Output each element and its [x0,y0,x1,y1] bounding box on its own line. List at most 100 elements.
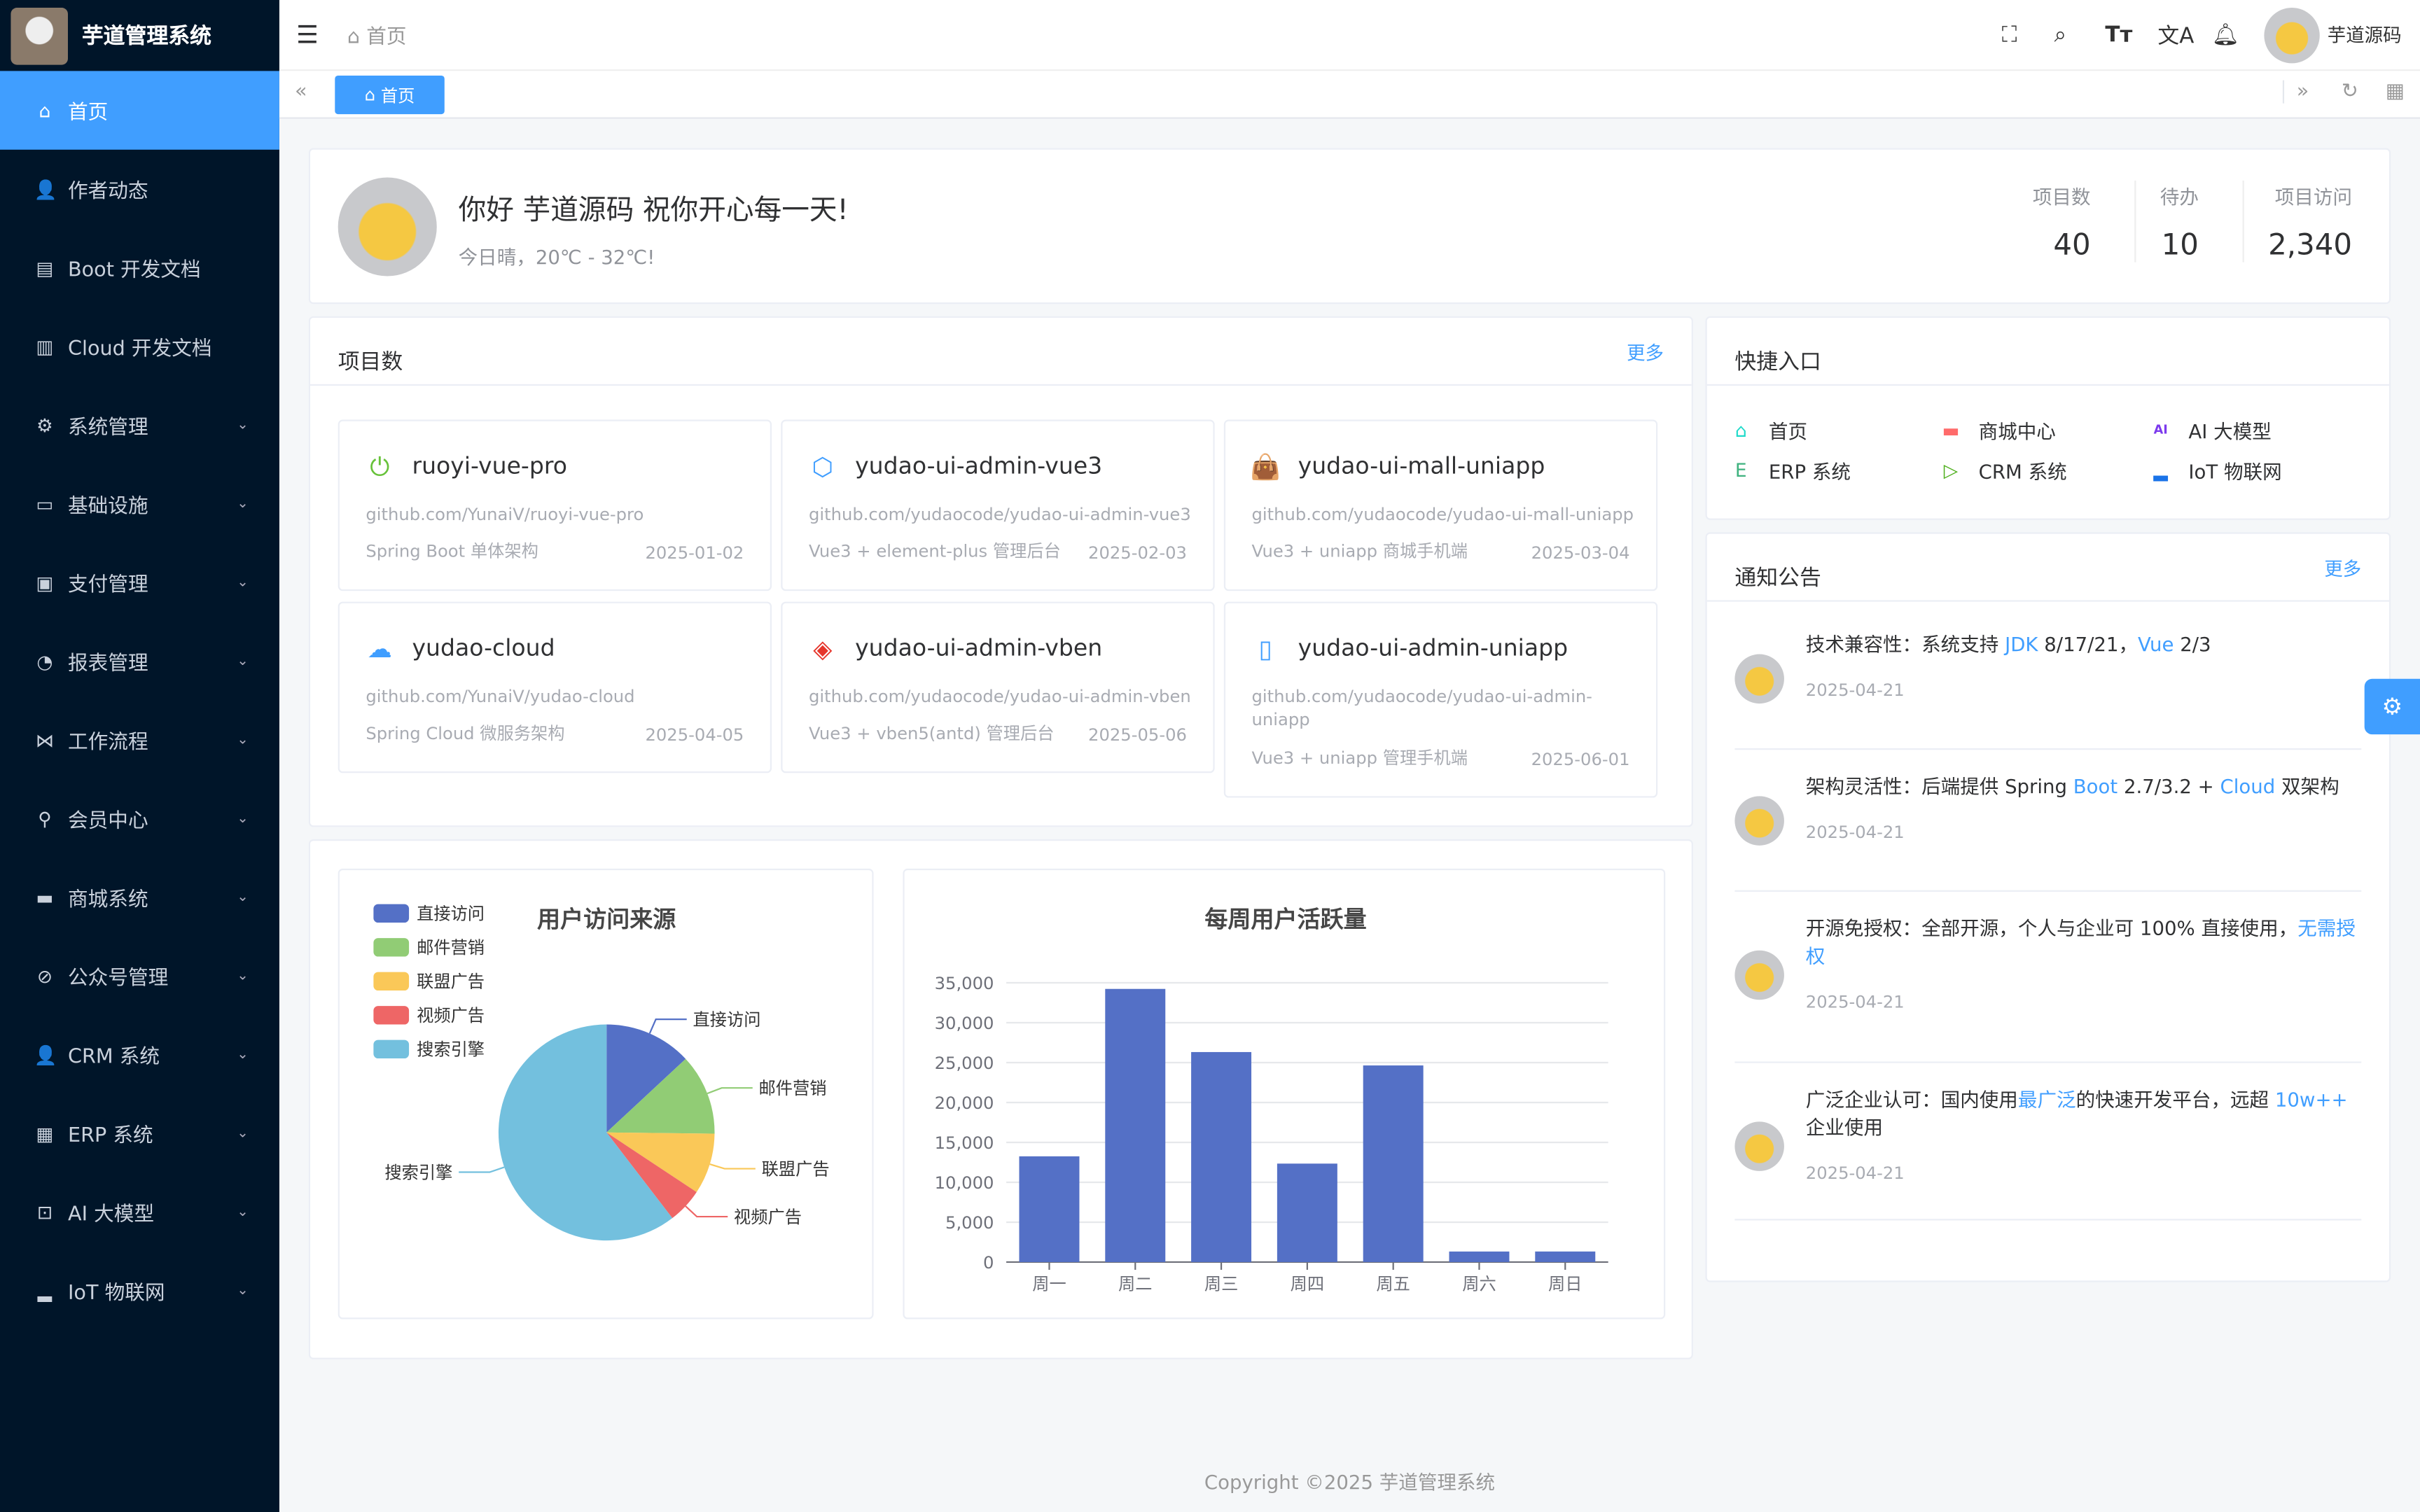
legend-label[interactable]: 视频广告 [417,1005,485,1026]
project-card[interactable]: ⏻ ruoyi-vue-pro github.com/YunaiV/ruoyi-vu… [338,419,772,592]
legend-label[interactable]: 直接访问 [417,904,485,924]
weather: 今日晴，20℃ - 32℃! [458,245,655,269]
project-url[interactable]: github.com/YunaiV/ruoyi-vue-pro [366,504,644,525]
shortcut-item[interactable]: AI AI 大模型 [2150,415,2272,444]
pie-slice[interactable] [606,1132,715,1192]
avatar [1734,1121,1784,1171]
sidebar-item[interactable]: ▬ 商城系统 ⌄ [0,858,279,936]
bar[interactable] [1277,1163,1337,1262]
project-url[interactable]: github.com/yudaocode/yudao-ui-admin-vue3 [808,504,1191,525]
font-size-icon[interactable]: Tт [2105,22,2133,48]
breadcrumb-item[interactable]: 首页 [366,26,407,50]
y-tick-label: 5,000 [945,1212,994,1233]
notice-link[interactable]: Boot [2073,774,2118,798]
notice-link[interactable]: Vue [2138,632,2174,656]
fullscreen-icon[interactable]: ⛶ [2001,22,2017,48]
projects-more-link[interactable]: 更多 [1627,342,1664,365]
grid-icon[interactable]: ▦ [2385,80,2405,104]
bar[interactable] [1363,1065,1424,1262]
sidebar-item[interactable]: ▂ IoT 物联网 ⌄ [0,1252,279,1330]
sidebar-item[interactable]: ▭ 基础设施 ⌄ [0,464,279,542]
notice-link[interactable]: JDK [2005,632,2038,656]
chevron-down-icon: ⌄ [237,1204,249,1220]
project-card[interactable]: ☁ yudao-cloud github.com/YunaiV/yudao-clou… [338,601,772,774]
sidebar-item[interactable]: ⊘ 公众号管理 ⌄ [0,937,279,1015]
sidebar-item[interactable]: ▣ 支付管理 ⌄ [0,543,279,622]
notice-item[interactable]: 架构灵活性：后端提供 Spring Boot 2.7/3.2 + Cloud 双… [1734,750,2362,892]
shortcut-item[interactable]: E ERP 系统 [1730,455,1851,484]
notice-link[interactable]: 最广泛 [2017,1087,2076,1111]
notice-link[interactable]: 10w++ [2274,1087,2348,1111]
sidebar-item[interactable]: ▦ ERP 系统 ⌄ [0,1094,279,1172]
project-url[interactable]: github.com/YunaiV/yudao-cloud [366,686,635,707]
legend-label[interactable]: 邮件营销 [417,937,485,958]
bar[interactable] [1019,1156,1080,1262]
pie-slice[interactable] [498,1024,673,1241]
chevron-down-icon: ⌄ [237,1125,249,1141]
sidebar-item[interactable]: ▥ Cloud 开发文档 [0,307,279,386]
pie-chart-icon: ◔ [36,650,53,672]
project-card[interactable]: ▯ yudao-ui-admin-uniapp github.com/yudaoco… [1223,601,1658,798]
sidebar-item[interactable]: ⚲ 会员中心 ⌄ [0,779,279,858]
project-card[interactable]: 👜 yudao-ui-mall-uniapp github.com/yudaocod… [1223,419,1658,592]
shortcut-item[interactable]: ▬ 商城中心 [1940,415,2055,444]
search-icon[interactable]: ⌕ [2054,22,2066,48]
notices-more-link[interactable]: 更多 [2324,558,2362,580]
legend-label[interactable]: 搜索引擎 [417,1040,485,1060]
project-date: 2025-04-05 [645,724,744,746]
project-date: 2025-01-02 [645,542,744,564]
stat-label: 待办 [2160,185,2199,209]
sidebar-item[interactable]: ⌂ 首页 [0,71,279,150]
project-url[interactable]: github.com/yudaocode/yudao-ui-admin-unia… [1251,686,1592,730]
bar[interactable] [1105,988,1166,1262]
project-url[interactable]: github.com/yudaocode/yudao-ui-admin-vben [808,686,1191,707]
legend-swatch[interactable] [373,938,410,957]
pie-chart: 用户访问来源直接访问邮件营销联盟广告视频广告搜索引擎直接访问邮件营销联盟广告视频… [373,904,830,1241]
notice-item[interactable]: 技术兼容性：系统支持 JDK 8/17/21，Vue 2/3 2025-04-21 [1734,608,2362,750]
legend-label[interactable]: 联盟广告 [417,972,485,992]
notice-link[interactable]: 无需授权 [1805,916,2356,967]
notice-item[interactable]: 广泛企业认可：国内使用最广泛的快速开发平台，远超 10w++ 企业使用 2025-… [1734,1063,2362,1221]
notice-text-part: 双架构 [2275,774,2339,798]
bar[interactable] [1535,1251,1596,1262]
sidebar-item[interactable]: 👤 CRM 系统 ⌄ [0,1015,279,1093]
project-card[interactable]: ◈ yudao-ui-admin-vben github.com/yudaocode… [781,601,1215,774]
shortcut-item[interactable]: ▷ CRM 系统 [1940,455,2067,484]
bar[interactable] [1191,1051,1252,1262]
legend-swatch[interactable] [373,1040,410,1059]
sidebar-item[interactable]: ⋈ 工作流程 ⌄ [0,701,279,779]
tag-home[interactable]: ⌂ 首页 [335,76,445,115]
breadcrumb[interactable]: ⌂ 首页 [347,26,407,50]
legend-swatch[interactable] [373,904,410,923]
pie-slice[interactable] [606,1058,715,1134]
sidebar-item[interactable]: 👤 作者动态 [0,150,279,228]
sidebar-item[interactable]: ⚙ 系统管理 ⌄ [0,386,279,464]
store-icon: ▦ [36,1122,54,1144]
project-url[interactable]: github.com/yudaocode/yudao-ui-mall-uniap… [1251,504,1634,525]
settings-button[interactable]: ⚙ [2364,678,2420,735]
pie-slice[interactable] [606,1132,697,1219]
scroll-left-icon[interactable]: « [294,80,307,104]
sidebar-item[interactable]: ◔ 报表管理 ⌄ [0,622,279,700]
project-card[interactable]: ⬡ yudao-ui-admin-vue3 github.com/yudaocode… [781,419,1215,592]
notice-item[interactable]: 开源免授权：全部开源，个人与企业可 100% 直接使用，无需授权 2025-04-… [1734,892,2362,1063]
menu-toggle-icon[interactable]: ☰ [296,20,319,50]
pie-slice[interactable] [606,1024,686,1133]
pie-label-line [685,1205,728,1218]
user-menu[interactable]: 芋道源码 [2264,6,2402,63]
shortcut-item[interactable]: ⌂ 首页 [1730,415,1807,444]
refresh-icon[interactable]: ↻ [2341,80,2358,104]
notice-link[interactable]: Cloud [2220,774,2276,798]
shortcut-item[interactable]: ▂ IoT 物联网 [2150,455,2282,484]
stat-value: 2,340 [2268,228,2353,262]
legend-swatch[interactable] [373,1006,410,1025]
app-logo[interactable]: 芋道管理系统 [0,0,279,71]
pie-label: 直接访问 [693,1009,761,1030]
bar[interactable] [1449,1251,1510,1262]
bell-icon[interactable]: 🔔︎ [2211,22,2239,48]
sidebar-item[interactable]: ⊡ AI 大模型 ⌄ [0,1172,279,1251]
sidebar-item[interactable]: ▤ Boot 开发文档 [0,228,279,307]
scroll-right-icon[interactable]: » [2282,80,2309,104]
legend-swatch[interactable] [373,972,410,991]
translate-icon[interactable]: 文A [2157,24,2195,49]
